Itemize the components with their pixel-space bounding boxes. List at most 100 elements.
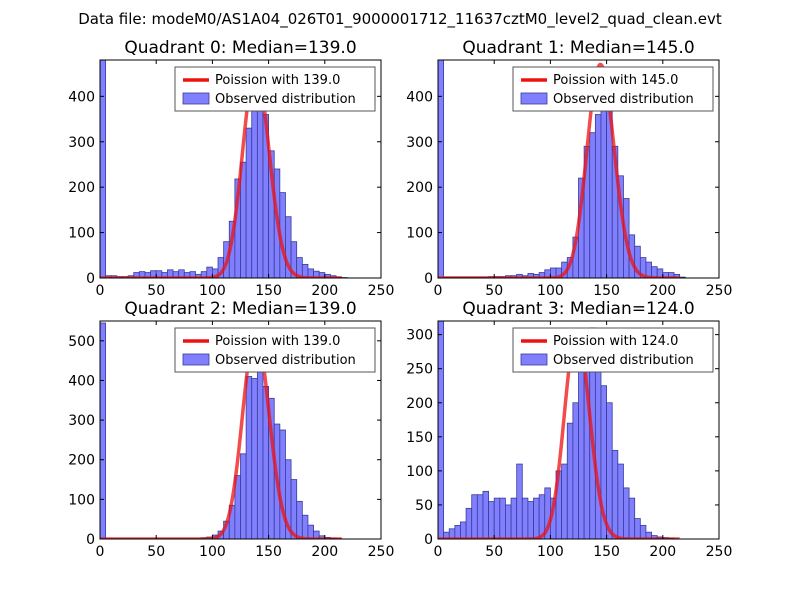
histogram-bar <box>296 500 303 539</box>
panel-title: Quadrant 2: Median=139.0 <box>124 299 356 319</box>
y-tick-label: 100 <box>406 464 433 480</box>
histogram-bar <box>301 514 309 539</box>
x-tick-label: 150 <box>255 544 282 560</box>
legend: Poission with 139.0 Observed distribution <box>174 66 376 112</box>
y-tick-label: 100 <box>68 226 95 242</box>
panel-title: Quadrant 1: Median=145.0 <box>462 38 694 58</box>
y-tick-label: 0 <box>86 271 95 287</box>
legend-label-poisson: Poission with 139.0 <box>215 73 340 88</box>
panel-title: Quadrant 0: Median=139.0 <box>124 38 356 58</box>
x-tick-label: 0 <box>96 283 105 299</box>
y-tick-label: 400 <box>406 89 433 105</box>
x-tick-label: 100 <box>537 544 564 560</box>
y-tick-label: 250 <box>406 362 433 378</box>
histogram-bar <box>566 422 574 539</box>
chart-panel-3: Quadrant 3: Median=124.0 0 50 100 150 200 250 0… <box>406 299 732 560</box>
poisson-curve <box>438 329 681 539</box>
histogram-bar <box>594 114 602 278</box>
histogram-bar <box>639 524 647 539</box>
histogram-bar <box>465 507 473 539</box>
legend-label-poisson: Poission with 145.0 <box>553 73 678 88</box>
legend-bar-swatch <box>520 92 548 105</box>
legend-bar-swatch <box>182 353 210 366</box>
histogram-bar <box>505 504 512 539</box>
x-tick-label: 100 <box>537 283 564 299</box>
x-tick-label: 150 <box>593 544 620 560</box>
y-tick-label: 100 <box>68 492 95 508</box>
y-tick-label: 200 <box>406 396 433 412</box>
y-tick-label: 50 <box>415 498 433 514</box>
legend-label-observed: Observed distribution <box>215 92 356 107</box>
histogram-bar <box>482 490 489 539</box>
histogram-bar <box>251 100 258 278</box>
legend: Poission with 139.0 Observed distribution <box>174 327 376 373</box>
y-tick-label: 100 <box>406 226 433 242</box>
histogram-bar <box>628 497 636 539</box>
y-tick-label: 0 <box>86 532 95 548</box>
legend: Poission with 145.0 Observed distribution <box>512 66 714 112</box>
y-tick-label: 500 <box>68 334 95 350</box>
plot-area <box>100 60 348 278</box>
histogram-bar <box>307 524 314 539</box>
histogram-bar <box>623 487 630 539</box>
histogram-bar <box>100 60 107 278</box>
poisson-curve <box>100 67 343 278</box>
panel-title: Quadrant 3: Median=124.0 <box>462 299 694 319</box>
x-tick-label: 250 <box>368 283 395 299</box>
histogram-bar <box>521 497 529 539</box>
x-tick-label: 200 <box>311 283 338 299</box>
x-tick-label: 50 <box>147 283 165 299</box>
legend-label-observed: Observed distribution <box>553 92 694 107</box>
histogram-bar <box>454 524 461 539</box>
histogram-bar <box>561 463 568 539</box>
histogram-bar <box>245 376 253 539</box>
axes-frame <box>437 59 720 279</box>
histogram-bar <box>673 273 681 278</box>
x-tick-label: 150 <box>255 283 282 299</box>
x-tick-label: 250 <box>706 544 733 560</box>
histogram-bar <box>460 521 467 539</box>
y-tick-label: 300 <box>68 135 95 151</box>
x-tick-label: 0 <box>96 544 105 560</box>
x-tick-label: 100 <box>199 544 226 560</box>
chart-panel-0: Quadrant 0: Median=139.0 0 50 100 150 200 250 0… <box>68 38 394 299</box>
legend: Poission with 124.0 Observed distribution <box>512 327 714 373</box>
histogram-bar <box>578 368 585 539</box>
x-tick-label: 0 <box>434 283 443 299</box>
axes-frame <box>99 320 382 540</box>
histogram-bar <box>527 501 534 539</box>
poisson-curve <box>100 331 343 539</box>
histogram-bar <box>438 321 445 539</box>
histogram-bar <box>476 494 484 539</box>
x-tick-label: 50 <box>485 283 503 299</box>
histogram-bar <box>251 378 258 539</box>
y-tick-label: 200 <box>68 180 95 196</box>
y-tick-label: 0 <box>424 532 433 548</box>
legend-bar-swatch <box>182 92 210 105</box>
histogram-bar <box>533 497 540 539</box>
histogram-bar <box>471 494 478 539</box>
legend-label-observed: Observed distribution <box>553 353 694 368</box>
histogram-bar <box>100 322 107 539</box>
x-tick-label: 250 <box>706 283 733 299</box>
y-tick-label: 300 <box>68 413 95 429</box>
y-tick-label: 400 <box>68 373 95 389</box>
y-tick-label: 200 <box>406 180 433 196</box>
histogram-bar <box>572 402 579 539</box>
legend-label-poisson: Poission with 124.0 <box>553 334 678 349</box>
plot-area <box>438 321 681 539</box>
histogram-bar <box>245 127 253 278</box>
plot-area <box>438 60 686 278</box>
histogram-bar <box>617 463 624 539</box>
x-tick-label: 250 <box>368 544 395 560</box>
poisson-curve <box>438 62 681 278</box>
histogram-bar <box>488 501 495 539</box>
histogram-bar <box>510 497 518 539</box>
x-tick-label: 50 <box>485 544 503 560</box>
y-tick-label: 150 <box>406 430 433 446</box>
histogram-bar <box>438 60 445 278</box>
legend-label-observed: Observed distribution <box>215 353 356 368</box>
y-tick-label: 400 <box>68 89 95 105</box>
chart-panel-2: Quadrant 2: Median=139.0 0 50 100 150 200 250 0… <box>68 299 394 560</box>
axes-frame <box>437 320 720 540</box>
